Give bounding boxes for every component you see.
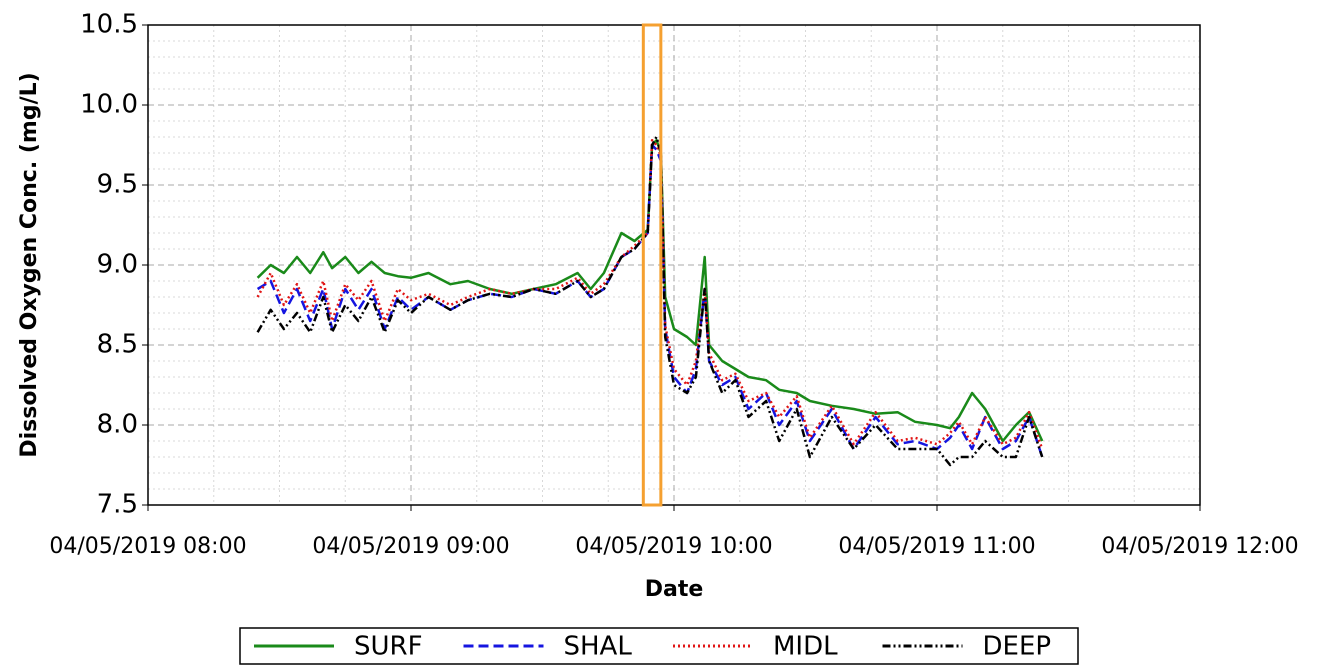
legend-label: SHAL (564, 632, 633, 662)
series-line (256, 138, 1044, 450)
y-tick-label: 9.0 (97, 250, 138, 280)
legend-label: DEEP (983, 632, 1052, 662)
y-axis-label: Dissolved Oxygen Conc. (mg/L) (17, 72, 42, 457)
x-tick-label: 04/05/2019 09:00 (312, 534, 509, 559)
y-tick-label: 10.5 (80, 10, 138, 40)
series-line (256, 135, 1044, 467)
legend-label: SURF (354, 632, 423, 662)
highlight-box (641, 23, 663, 507)
y-tick-label: 10.0 (80, 90, 138, 120)
x-tick-label: 04/05/2019 11:00 (838, 534, 1035, 559)
legend-box (239, 627, 1079, 665)
x-axis-label: Date (645, 577, 704, 602)
x-tick-label: 04/05/2019 12:00 (1101, 534, 1298, 559)
plot-frame (147, 24, 1201, 506)
y-tick-label: 7.5 (97, 490, 138, 520)
y-tick-label: 8.0 (97, 410, 138, 440)
x-tick-label: 04/05/2019 08:00 (49, 534, 246, 559)
y-tick-label: 9.5 (97, 170, 138, 200)
x-tick-label: 04/05/2019 10:00 (575, 534, 772, 559)
y-tick-label: 8.5 (97, 330, 138, 360)
legend-label: MIDL (773, 632, 838, 662)
series-line (256, 143, 1044, 458)
